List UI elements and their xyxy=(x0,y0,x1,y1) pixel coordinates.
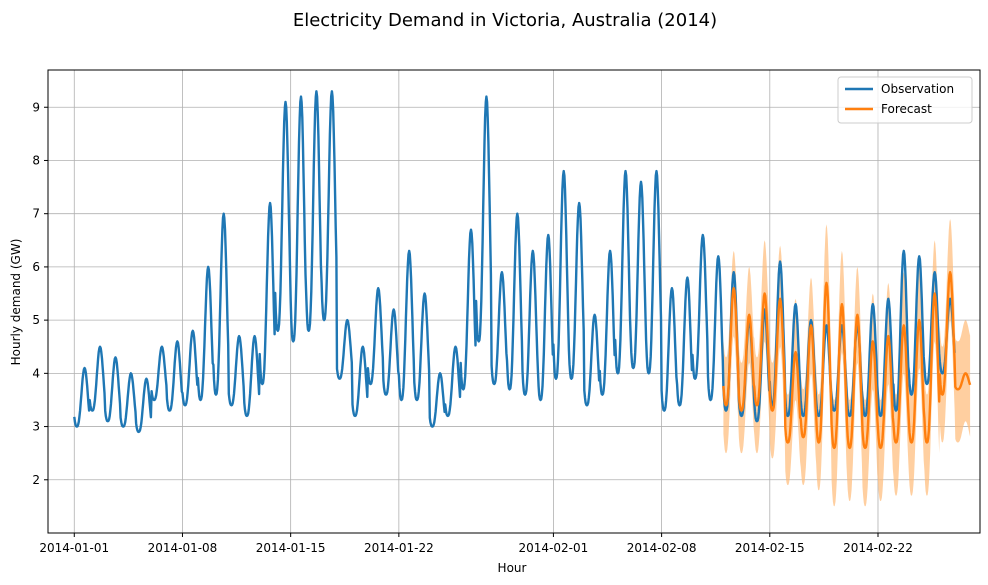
y-tick-label: 3 xyxy=(32,420,40,434)
y-tick-label: 2 xyxy=(32,473,40,487)
x-tick-label: 2014-01-22 xyxy=(364,541,434,555)
y-tick-label: 7 xyxy=(32,207,40,221)
x-tick-label: 2014-02-22 xyxy=(843,541,913,555)
y-axis-label: Hourly demand (GW) xyxy=(9,239,23,366)
legend-label-observation: Observation xyxy=(881,82,954,96)
x-tick-label: 2014-01-15 xyxy=(256,541,326,555)
y-tick-label: 9 xyxy=(32,100,40,114)
x-tick-label: 2014-01-08 xyxy=(148,541,218,555)
x-axis-label: Hour xyxy=(498,561,527,575)
series-lines xyxy=(73,90,972,450)
legend-label-forecast: Forecast xyxy=(881,102,932,116)
x-tick-label: 2014-02-08 xyxy=(627,541,697,555)
legend: Observation Forecast xyxy=(837,76,973,124)
chart-title: Electricity Demand in Victoria, Australi… xyxy=(293,10,717,31)
y-tick-label: 5 xyxy=(32,313,40,327)
x-tick-label: 2014-02-01 xyxy=(519,541,589,555)
x-tick-label: 2014-02-15 xyxy=(735,541,805,555)
x-axis: 2014-01-01 2014-01-08 2014-01-15 2014-01-22… xyxy=(39,533,913,555)
forecast-line xyxy=(722,271,972,450)
x-tick-label: 2014-01-01 xyxy=(39,541,109,555)
y-axis: 2 3 4 5 6 7 8 9 xyxy=(32,100,48,487)
y-tick-label: 6 xyxy=(32,260,40,274)
y-tick-label: 4 xyxy=(32,366,40,380)
plot-frame xyxy=(47,69,981,534)
y-tick-label: 8 xyxy=(32,153,40,167)
